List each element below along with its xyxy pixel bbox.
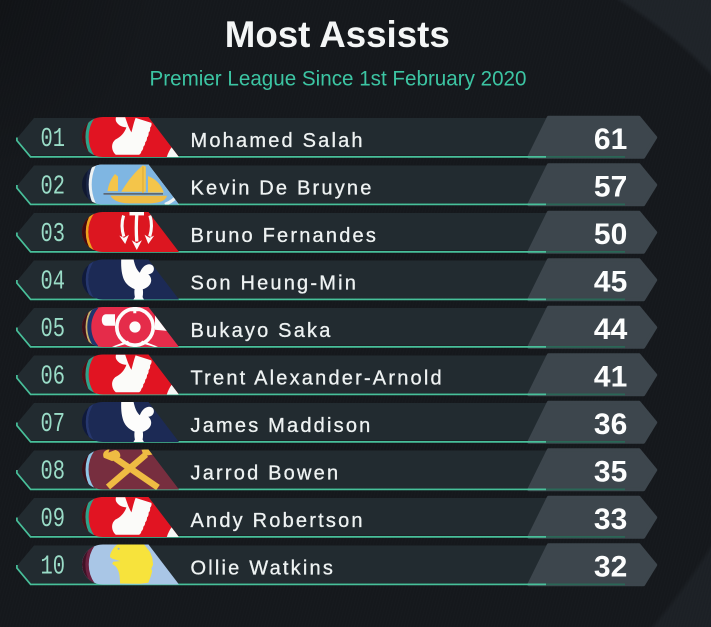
svg-text:Ollie Watkins: Ollie Watkins	[191, 558, 336, 580]
svg-text:Andy Robertson: Andy Robertson	[191, 510, 365, 532]
svg-text:50: 50	[594, 218, 627, 251]
svg-text:Mohamed Salah: Mohamed Salah	[191, 130, 365, 152]
svg-text:Bukayo Saka: Bukayo Saka	[191, 320, 333, 342]
svg-text:07: 07	[41, 410, 66, 440]
svg-text:35: 35	[594, 456, 627, 489]
svg-text:06: 06	[41, 363, 66, 393]
svg-text:36: 36	[594, 408, 627, 441]
svg-text:10: 10	[41, 553, 66, 583]
svg-text:41: 41	[594, 361, 627, 394]
svg-text:45: 45	[594, 266, 627, 299]
svg-text:57: 57	[594, 171, 627, 204]
svg-text:08: 08	[41, 458, 66, 488]
svg-text:02: 02	[41, 173, 66, 203]
svg-text:Premier League Since 1st Febru: Premier League Since 1st February 2020	[150, 67, 527, 90]
svg-text:44: 44	[594, 313, 628, 346]
svg-text:Jarrod Bowen: Jarrod Bowen	[191, 463, 341, 485]
svg-text:Most Assists: Most Assists	[225, 13, 450, 55]
svg-text:32: 32	[594, 551, 627, 584]
svg-text:61: 61	[594, 123, 627, 156]
svg-text:05: 05	[41, 315, 66, 345]
svg-text:09: 09	[41, 505, 66, 535]
svg-text:04: 04	[41, 268, 66, 298]
svg-text:Bruno Fernandes: Bruno Fernandes	[191, 225, 379, 247]
svg-text:James Maddison: James Maddison	[191, 415, 373, 437]
svg-text:01: 01	[41, 125, 66, 155]
svg-text:03: 03	[41, 220, 66, 250]
svg-text:Kevin De Bruyne: Kevin De Bruyne	[191, 178, 374, 200]
svg-text:Son Heung-Min: Son Heung-Min	[191, 273, 359, 295]
svg-text:Trent Alexander-Arnold: Trent Alexander-Arnold	[191, 368, 444, 390]
svg-text:33: 33	[594, 503, 627, 536]
